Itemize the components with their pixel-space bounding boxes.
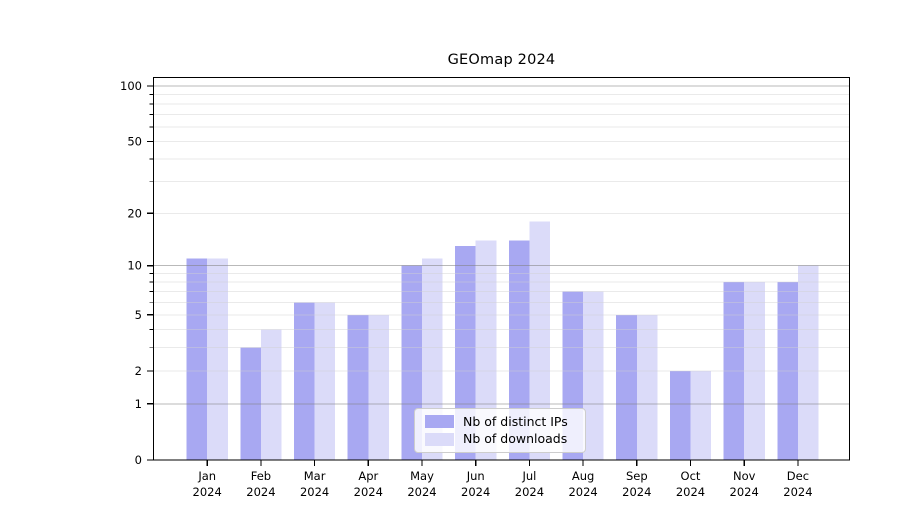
y-tick-label-50: 50 bbox=[127, 134, 142, 148]
y-tick-label-5: 5 bbox=[135, 308, 142, 322]
bar-mar-distinct-ips bbox=[294, 302, 315, 460]
x-tick-label-aug: Aug bbox=[572, 469, 594, 483]
bar-jun-distinct-ips bbox=[455, 246, 476, 460]
plot-frame bbox=[152, 76, 851, 461]
y-tick-label-20: 20 bbox=[127, 206, 142, 220]
y-tick-label-10: 10 bbox=[127, 259, 142, 273]
x-tick-year-label-apr: 2024 bbox=[354, 485, 383, 499]
x-tick-label-sep: Sep bbox=[626, 469, 648, 483]
bar-dec-distinct-ips bbox=[777, 281, 798, 460]
bar-nov-downloads bbox=[744, 281, 765, 460]
x-tick-label-dec: Dec bbox=[787, 469, 809, 483]
legend: Nb of distinct IPs Nb of downloads bbox=[414, 408, 586, 453]
bar-dec-downloads bbox=[797, 265, 819, 460]
plot-area: 0 1 2 5 10 20 50 100 Jan 2024 Feb 2024 Mar 2024 Apr 202… bbox=[120, 76, 851, 499]
x-tick-label-jun: Jun bbox=[466, 469, 485, 483]
bar-aug-downloads bbox=[583, 291, 604, 460]
x-tick-label-may: May bbox=[410, 469, 434, 483]
x-tick-year-label-jul: 2024 bbox=[515, 485, 544, 499]
bar-feb-downloads bbox=[260, 329, 282, 460]
bar-apr-distinct-ips bbox=[347, 314, 369, 460]
bar-jun-downloads bbox=[475, 240, 497, 460]
x-tick-label-oct: Oct bbox=[681, 469, 701, 483]
bar-sep-distinct-ips bbox=[616, 314, 637, 460]
x-tick-year-label-jun: 2024 bbox=[461, 485, 490, 499]
x-tick-year-label-sep: 2024 bbox=[622, 485, 651, 499]
x-tick-label-jan: Jan bbox=[197, 469, 216, 483]
legend-swatch-downloads bbox=[425, 432, 454, 446]
x-tick-year-label-feb: 2024 bbox=[246, 485, 275, 499]
y-tick-label-1: 1 bbox=[135, 397, 142, 411]
bar-mar-downloads bbox=[314, 302, 336, 460]
legend-label-distinct-ips: Nb of distinct IPs bbox=[463, 413, 568, 429]
bar-apr-downloads bbox=[368, 314, 389, 460]
x-tick-year-label-mar: 2024 bbox=[300, 485, 329, 499]
x-tick-label-feb: Feb bbox=[251, 469, 271, 483]
legend-swatch-distinct-ips bbox=[425, 415, 454, 429]
x-tick-year-label-oct: 2024 bbox=[676, 485, 705, 499]
x-tick-label-nov: Nov bbox=[733, 469, 756, 483]
bar-sep-downloads bbox=[636, 314, 658, 460]
x-tick-year-label-dec: 2024 bbox=[783, 485, 812, 499]
x-tick-year-label-aug: 2024 bbox=[568, 485, 597, 499]
bar-oct-distinct-ips bbox=[669, 371, 691, 460]
bar-oct-downloads bbox=[690, 371, 712, 460]
y-tick-label-100: 100 bbox=[120, 79, 142, 93]
bar-jan-distinct-ips bbox=[186, 258, 208, 460]
bar-jul-downloads bbox=[529, 221, 550, 460]
bar-jul-distinct-ips bbox=[508, 240, 530, 460]
y-tick-label-0: 0 bbox=[135, 453, 142, 467]
x-tick-year-label-may: 2024 bbox=[407, 485, 436, 499]
y-tick-label-2: 2 bbox=[135, 364, 142, 378]
x-tick-label-jul: Jul bbox=[521, 469, 536, 483]
x-tick-year-label-jan: 2024 bbox=[193, 485, 222, 499]
legend-item-distinct-ips: Nb of distinct IPs bbox=[425, 413, 577, 430]
legend-label-downloads: Nb of downloads bbox=[463, 431, 568, 446]
bar-chart-figure: 0 1 2 5 10 20 50 100 Jan 2024 Feb 2024 Mar 2024 Apr 202… bbox=[40, 16, 900, 516]
legend-item-downloads: Nb of downloads bbox=[425, 431, 577, 448]
x-tick-year-label-nov: 2024 bbox=[730, 485, 759, 499]
bar-nov-distinct-ips bbox=[723, 281, 745, 460]
x-tick-label-apr: Apr bbox=[358, 469, 378, 483]
bar-jan-downloads bbox=[207, 258, 228, 460]
chart-title: GEOmap 2024 bbox=[447, 52, 556, 68]
x-tick-label-mar: Mar bbox=[304, 469, 326, 483]
